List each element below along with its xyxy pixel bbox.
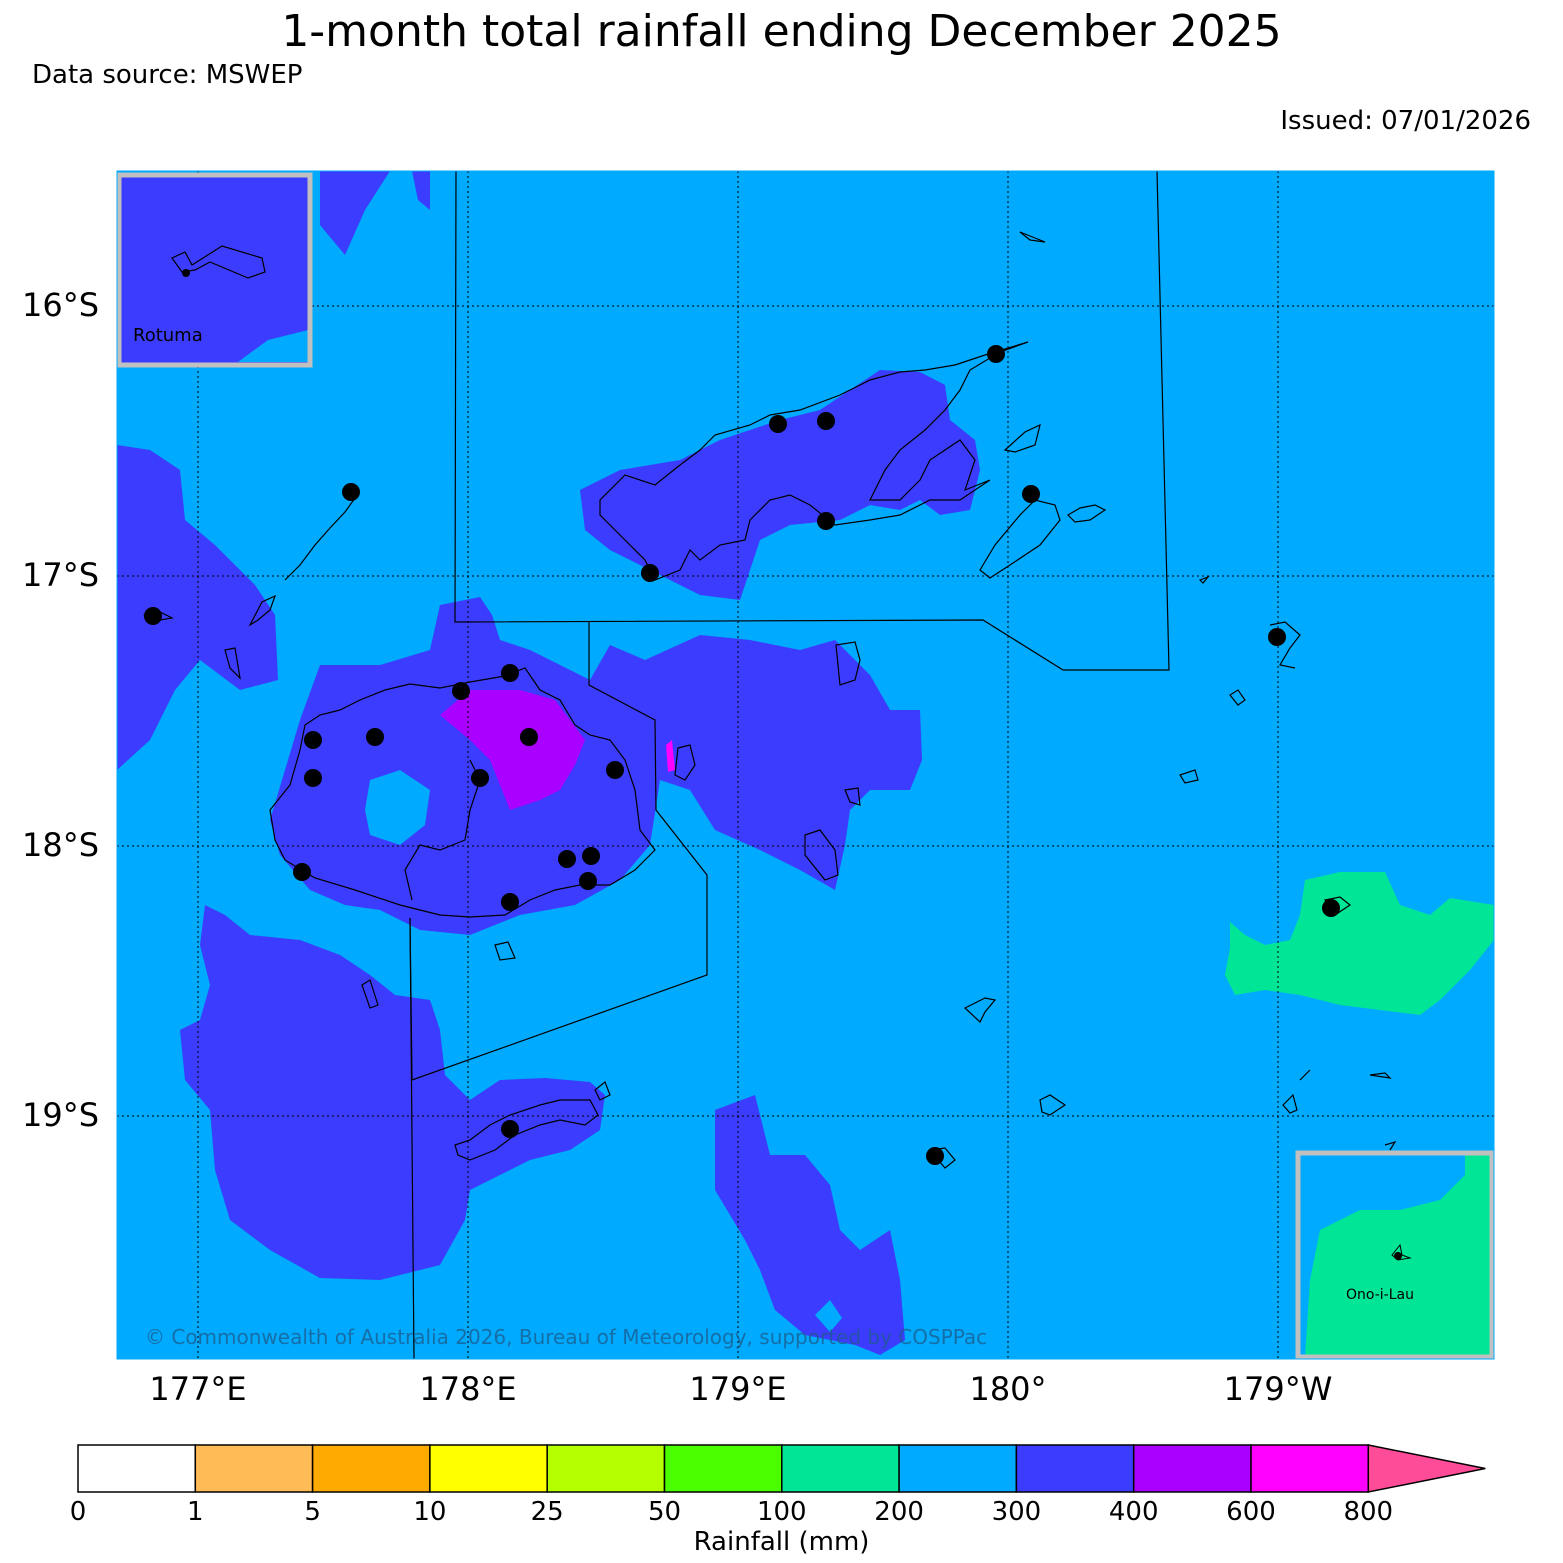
- colorbar-tick-label: 100: [756, 1497, 807, 1527]
- map-frame: [116, 170, 1495, 1360]
- inset-rotuma: [117, 172, 313, 368]
- graticule: [117, 171, 1494, 1359]
- colorbar-tick-label: 400: [1108, 1497, 1159, 1527]
- copyright-notice: © Commonwealth of Australia 2026, Bureau…: [145, 1325, 987, 1349]
- lon-label-179e: 179°E: [689, 1370, 787, 1408]
- station-markers: [144, 345, 1340, 1165]
- colorbar-swatch: [77, 1444, 197, 1493]
- lat-label-18s: 18°S: [22, 826, 100, 864]
- inset-ono-i-lau: [1295, 1150, 1494, 1359]
- colorbar-tick-label: 300: [991, 1497, 1042, 1527]
- colorbar-tick-label: 1: [187, 1497, 204, 1527]
- colorbar-tick-label: 25: [530, 1497, 564, 1527]
- lon-label-178e: 178°E: [419, 1370, 517, 1408]
- colorbar-swatch: [546, 1444, 666, 1493]
- rain-100-200-region: [1225, 872, 1494, 1015]
- rain-300-400-regions: [117, 171, 980, 1355]
- colorbar-swatch: [898, 1444, 1018, 1493]
- map-area: [117, 171, 1494, 1359]
- rain-200-300-hole: [815, 1300, 842, 1332]
- colorbar-swatch: [1132, 1444, 1252, 1493]
- colorbar-tick-label: 200: [874, 1497, 924, 1527]
- lon-label-177e: 177°E: [149, 1370, 247, 1408]
- data-source: Data source: MSWEP: [32, 60, 303, 90]
- colorbar-swatch: [781, 1444, 900, 1493]
- lat-label-17s: 17°S: [22, 556, 100, 594]
- rain-600-800-region: [666, 740, 675, 772]
- colorbar-swatch: [194, 1444, 314, 1493]
- rain-200-300-hole: [365, 770, 430, 845]
- inset-label-rotuma: Rotuma: [133, 325, 203, 346]
- issued-date: Issued: 07/01/2026: [1280, 106, 1531, 136]
- colorbar-swatch: [311, 1444, 431, 1493]
- colorbar-tick-label: 800: [1343, 1497, 1394, 1527]
- colorbar-tick-label: 5: [304, 1497, 321, 1527]
- colorbar-extend-arrow: [1367, 1444, 1486, 1493]
- lon-label-180: 180°: [969, 1370, 1047, 1408]
- colorbar-swatch: [1250, 1444, 1370, 1493]
- colorbar-swatch: [1015, 1444, 1135, 1493]
- lat-label-19s: 19°S: [22, 1096, 100, 1134]
- colorbar-tick-label: 600: [1226, 1497, 1276, 1527]
- inset-label-ono-i-lau: Ono-i-Lau: [1346, 1287, 1414, 1303]
- rain-400-600-region: [440, 690, 585, 810]
- colorbar-swatch: [429, 1444, 548, 1493]
- colorbar-tick-label: 0: [69, 1497, 87, 1527]
- map-title: 1-month total rainfall ending December 2…: [281, 6, 1282, 57]
- lon-label-179w: 179°W: [1223, 1370, 1333, 1408]
- colorbar-swatch: [663, 1444, 783, 1493]
- colorbar-tick-label: 50: [647, 1497, 682, 1527]
- colorbar: [77, 1444, 1486, 1493]
- division-boundaries: [409, 171, 1170, 1359]
- colorbar-tick-label: 10: [413, 1497, 447, 1527]
- colorbar-title: Rainfall (mm): [693, 1527, 870, 1557]
- lat-label-16s: 16°S: [22, 286, 100, 324]
